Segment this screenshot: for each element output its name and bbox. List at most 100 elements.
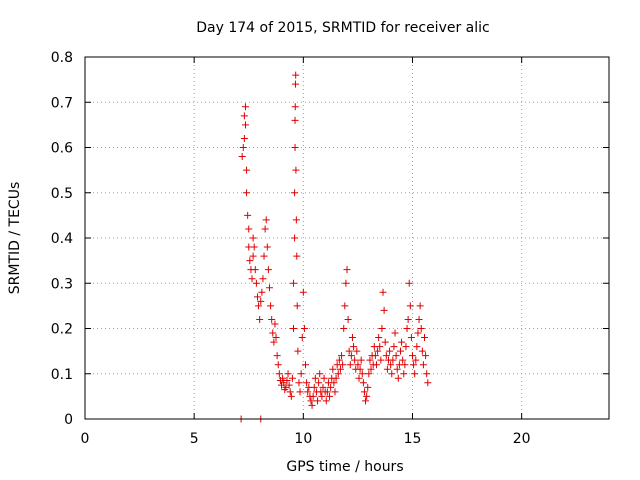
x-tick-label: 20 — [513, 431, 531, 447]
data-point-marker — [259, 275, 267, 283]
data-point-marker — [386, 347, 394, 355]
data-point-marker — [302, 361, 310, 369]
data-point-marker — [294, 347, 302, 355]
data-point-marker — [296, 388, 304, 396]
data-point-marker — [293, 252, 301, 260]
data-point-marker — [339, 361, 347, 369]
data-point-marker — [371, 352, 379, 360]
data-point-marker — [252, 279, 260, 287]
data-point-marker — [292, 166, 300, 174]
data-point-marker — [261, 225, 269, 233]
data-point-marker — [293, 302, 301, 310]
data-point-marker — [292, 71, 300, 79]
data-point-marker — [331, 388, 339, 396]
data-point-marker — [380, 306, 388, 314]
data-point-marker — [376, 343, 384, 351]
data-point-marker — [374, 347, 382, 355]
data-point-marker — [422, 352, 430, 360]
y-tick-label: 0.1 — [51, 367, 73, 383]
data-point-marker — [421, 334, 429, 342]
data-point-marker — [297, 370, 305, 378]
data-point-marker — [347, 352, 355, 360]
data-point-marker — [240, 112, 248, 120]
data-point-marker — [409, 352, 416, 360]
data-point-marker — [273, 352, 281, 360]
data-point-marker — [287, 392, 295, 400]
x-tick-label: 10 — [294, 431, 312, 447]
data-point-marker — [407, 334, 415, 342]
data-point-marker — [238, 153, 246, 161]
data-point-marker — [291, 189, 299, 197]
data-point-marker — [239, 144, 247, 151]
data-point-marker — [285, 381, 293, 389]
data-point-marker — [243, 166, 251, 174]
data-point-marker — [389, 356, 397, 364]
data-point-marker — [264, 266, 272, 274]
data-point-marker — [304, 388, 312, 396]
data-point-marker — [415, 315, 423, 323]
data-point-marker — [341, 302, 349, 310]
x-tick-label: 15 — [404, 431, 422, 447]
data-point-marker — [400, 370, 408, 378]
data-point-marker — [291, 103, 299, 111]
data-point-marker — [269, 329, 277, 337]
data-point-marker — [414, 329, 422, 337]
data-point-marker — [248, 275, 256, 283]
data-point-marker — [309, 392, 317, 400]
data-point-marker — [364, 383, 372, 391]
y-tick-labels: 0 0.1 0.2 0.3 0.4 0.5 0.6 0.7 0.8 — [51, 50, 73, 428]
data-point-marker — [365, 370, 373, 378]
data-point-marker — [401, 361, 409, 369]
data-point-marker — [244, 211, 252, 219]
data-point-marker — [250, 243, 258, 251]
data-point-marker — [402, 343, 410, 351]
data-point-marker — [327, 383, 335, 391]
data-point-marker — [246, 257, 254, 265]
data-point-marker — [262, 216, 270, 224]
data-point-marker — [338, 352, 346, 360]
data-point-marker — [348, 334, 356, 342]
data-point-marker — [423, 370, 431, 378]
y-tick-label: 0.2 — [51, 322, 73, 338]
data-point-marker — [410, 361, 418, 369]
data-point-marker — [360, 388, 368, 396]
y-axis-title: SRMTID / TECUs — [7, 182, 23, 295]
data-point-marker — [343, 266, 351, 274]
data-point-marker — [358, 370, 366, 378]
data-point-marker — [291, 234, 299, 242]
data-point-marker — [388, 370, 396, 378]
data-point-marker — [392, 352, 400, 360]
data-point-marker — [353, 347, 361, 355]
data-point-marker — [350, 343, 358, 351]
data-point-marker — [249, 252, 257, 260]
data-point-marker — [334, 370, 342, 378]
data-point-marker — [271, 320, 279, 328]
data-point-marker — [377, 356, 385, 364]
data-point-marker — [413, 343, 421, 351]
data-point-marker — [316, 370, 324, 378]
data-point-marker — [256, 315, 264, 323]
data-point-marker — [300, 325, 308, 332]
data-point-marker — [340, 325, 348, 332]
data-point-marker — [362, 397, 370, 405]
data-point-marker — [243, 189, 251, 197]
data-point-marker — [366, 356, 374, 364]
data-point-marker — [390, 343, 398, 351]
data-point-marker — [398, 338, 406, 346]
x-tick-label: 5 — [190, 431, 199, 447]
data-point-marker — [342, 279, 350, 287]
data-point-marker — [249, 234, 257, 242]
data-point-marker — [332, 374, 340, 382]
data-point-marker — [299, 288, 307, 296]
data-point-marker — [424, 379, 432, 387]
data-point-marker — [253, 293, 261, 301]
data-point-marker — [258, 288, 266, 296]
data-point-marker — [330, 379, 338, 387]
data-point-marker — [288, 374, 296, 382]
grid-layer — [85, 57, 609, 419]
data-point-marker — [354, 361, 362, 369]
y-tick-label: 0.3 — [51, 276, 73, 292]
x-tick-label: 0 — [81, 431, 90, 447]
data-point-marker — [279, 374, 287, 382]
